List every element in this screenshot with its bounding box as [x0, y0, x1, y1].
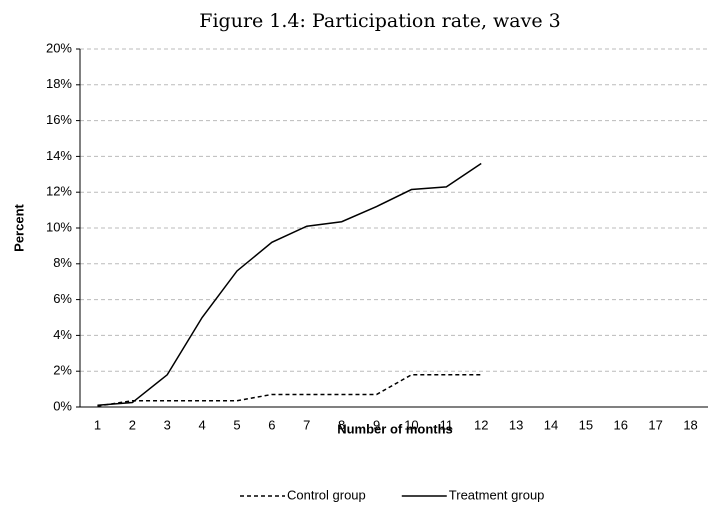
x-tick-label: 15 — [579, 417, 593, 432]
x-tick-label: 14 — [544, 417, 558, 432]
y-tick-label: 14% — [46, 148, 72, 163]
x-tick-label: 3 — [164, 417, 171, 432]
y-tick-label: 10% — [46, 219, 72, 234]
x-tick-label: 10 — [404, 417, 418, 432]
series-line — [97, 162, 482, 406]
x-tick-label: 12 — [474, 417, 488, 432]
legend-label: Control group — [287, 487, 366, 502]
x-tick-label: 16 — [614, 417, 628, 432]
x-tick-label: 8 — [338, 417, 345, 432]
chart-title: Figure 1.4: Participation rate, wave 3 — [199, 10, 560, 32]
x-tick-label: 7 — [303, 417, 310, 432]
y-tick-label: 6% — [53, 291, 72, 306]
x-tick-label: 13 — [509, 417, 523, 432]
y-tick-label: 0% — [53, 398, 72, 413]
y-tick-label: 20% — [46, 40, 72, 55]
x-tick-label: 2 — [129, 417, 136, 432]
series-line — [97, 374, 482, 407]
x-tick-label: 18 — [683, 417, 697, 432]
y-tick-label: 16% — [46, 112, 72, 127]
x-tick-label: 1 — [94, 417, 101, 432]
x-tick-label: 11 — [440, 417, 454, 432]
x-tick-label: 5 — [233, 417, 240, 432]
y-tick-label: 2% — [53, 363, 72, 378]
x-tick-label: 9 — [373, 417, 380, 432]
x-tick-label: 4 — [198, 417, 205, 432]
legend-label: Treatment group — [449, 487, 545, 502]
x-tick-label: 6 — [268, 417, 275, 432]
x-axis-label: Number of months — [337, 421, 453, 436]
y-tick-label: 18% — [46, 76, 72, 91]
y-axis-label: Percent — [11, 203, 26, 251]
y-tick-label: 4% — [53, 327, 72, 342]
y-tick-label: 12% — [46, 184, 72, 199]
y-tick-label: 8% — [53, 255, 72, 270]
x-tick-label: 17 — [648, 417, 662, 432]
